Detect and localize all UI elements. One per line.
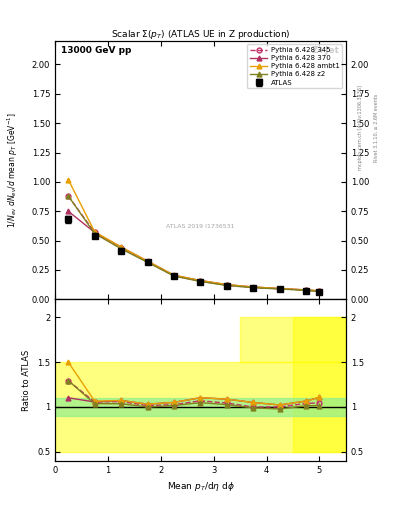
Pythia 6.428 ambt1 — [277, 286, 282, 292]
Pythia 6.428 345 — [277, 286, 282, 292]
Title: Scalar $\Sigma(p_T)$ (ATLAS UE in Z production): Scalar $\Sigma(p_T)$ (ATLAS UE in Z prod… — [111, 28, 290, 41]
Pythia 6.428 z2 — [119, 246, 123, 252]
Text: 13000 GeV pp: 13000 GeV pp — [61, 46, 131, 55]
Pythia 6.428 370 — [92, 229, 97, 236]
Pythia 6.428 z2 — [66, 193, 71, 199]
Y-axis label: Ratio to ATLAS: Ratio to ATLAS — [22, 349, 31, 411]
Pythia 6.428 370 — [304, 287, 309, 293]
Pythia 6.428 ambt1 — [66, 177, 71, 183]
Pythia 6.428 z2 — [92, 230, 97, 237]
Text: Z+Jet: Z+Jet — [312, 46, 340, 55]
Bar — [55, 362, 346, 452]
Line: Pythia 6.428 345: Pythia 6.428 345 — [66, 194, 322, 294]
Pythia 6.428 ambt1 — [251, 284, 256, 290]
Pythia 6.428 ambt1 — [145, 258, 150, 264]
Pythia 6.428 370 — [317, 288, 322, 294]
Pythia 6.428 z2 — [145, 259, 150, 265]
Pythia 6.428 ambt1 — [198, 278, 203, 284]
Line: Pythia 6.428 370: Pythia 6.428 370 — [66, 209, 322, 293]
Pythia 6.428 370 — [119, 244, 123, 250]
Pythia 6.428 z2 — [317, 288, 322, 294]
Pythia 6.428 345 — [145, 259, 150, 265]
Pythia 6.428 345 — [92, 229, 97, 236]
Pythia 6.428 z2 — [304, 287, 309, 293]
Pythia 6.428 z2 — [224, 283, 229, 289]
Line: Pythia 6.428 z2: Pythia 6.428 z2 — [66, 194, 322, 294]
Pythia 6.428 370 — [251, 284, 256, 290]
Pythia 6.428 345 — [317, 288, 322, 294]
Pythia 6.428 ambt1 — [119, 244, 123, 250]
Pythia 6.428 345 — [66, 193, 71, 199]
Pythia 6.428 z2 — [251, 285, 256, 291]
Pythia 6.428 345 — [304, 287, 309, 293]
Legend: Pythia 6.428 345, Pythia 6.428 370, Pythia 6.428 ambt1, Pythia 6.428 z2, ATLAS: Pythia 6.428 345, Pythia 6.428 370, Pyth… — [247, 45, 342, 89]
Pythia 6.428 370 — [198, 278, 203, 284]
Line: Pythia 6.428 ambt1: Pythia 6.428 ambt1 — [66, 177, 322, 293]
Pythia 6.428 z2 — [277, 286, 282, 292]
Pythia 6.428 370 — [224, 282, 229, 288]
Pythia 6.428 345 — [119, 245, 123, 251]
Bar — [55, 398, 346, 416]
Text: Rivet 3.1.10, ≥ 2.6M events: Rivet 3.1.10, ≥ 2.6M events — [373, 94, 378, 162]
Pythia 6.428 ambt1 — [224, 282, 229, 288]
Pythia 6.428 370 — [277, 286, 282, 292]
Pythia 6.428 370 — [66, 208, 71, 215]
Pythia 6.428 370 — [145, 258, 150, 264]
Pythia 6.428 345 — [251, 285, 256, 291]
Pythia 6.428 345 — [224, 282, 229, 288]
Text: ATLAS 2019 I1736531: ATLAS 2019 I1736531 — [166, 224, 235, 229]
Pythia 6.428 z2 — [198, 279, 203, 285]
Pythia 6.428 ambt1 — [92, 229, 97, 235]
Y-axis label: $1/N_{ev}$ $dN_{ev}/d$ mean $p_T$ [GeV$^{-1}$]: $1/N_{ev}$ $dN_{ev}/d$ mean $p_T$ [GeV$^… — [6, 113, 20, 228]
X-axis label: Mean $p_T$/d$\eta$ d$\phi$: Mean $p_T$/d$\eta$ d$\phi$ — [167, 480, 234, 493]
Pythia 6.428 ambt1 — [304, 287, 309, 293]
Pythia 6.428 ambt1 — [317, 288, 322, 294]
Pythia 6.428 z2 — [172, 273, 176, 279]
Pythia 6.428 ambt1 — [172, 272, 176, 279]
Pythia 6.428 345 — [172, 273, 176, 279]
Pythia 6.428 345 — [198, 278, 203, 284]
Pythia 6.428 370 — [172, 272, 176, 279]
Text: mcplots.cern.ch [arXiv:1306.3436]: mcplots.cern.ch [arXiv:1306.3436] — [358, 86, 363, 170]
